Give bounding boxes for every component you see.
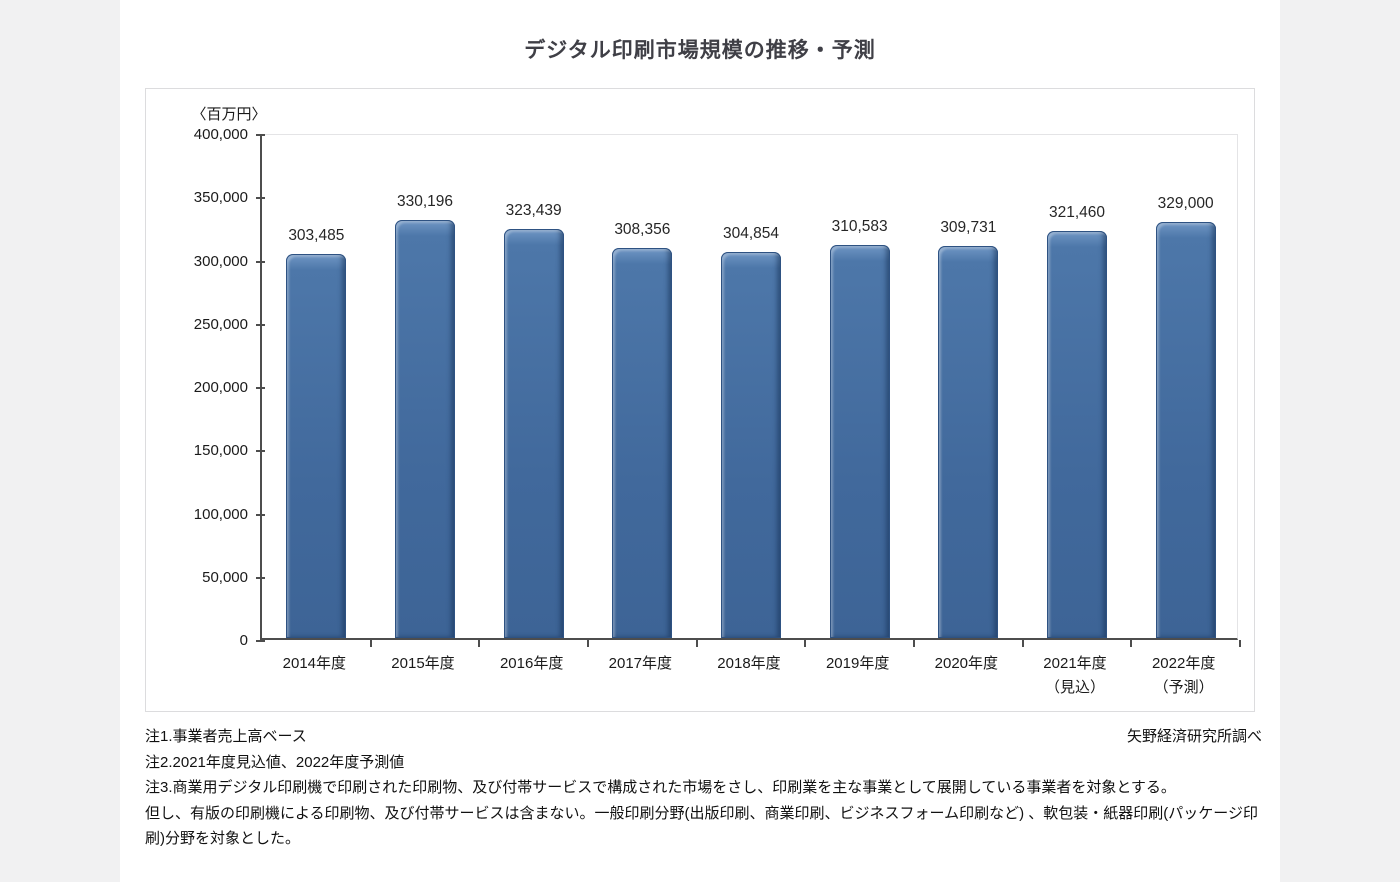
x-axis-label: 2022年度 （予測） [1151,655,1216,696]
y-tick-mark [256,450,265,453]
bar-2014年度 [286,254,347,638]
y-tick-mark [256,576,265,579]
y-tick-label: 300,000 [193,252,248,270]
value-label: 323,439 [505,202,562,219]
x-tick-mark [478,640,481,647]
content-panel: デジタル印刷市場規模の推移・予測 〈百万円〉 400,000 350,000 300… [120,0,1280,882]
x-axis-label: 2015年度 [391,655,455,672]
y-tick-label: 350,000 [193,189,248,207]
y-tick-mark [256,197,265,200]
value-label: 310,583 [831,218,888,235]
value-label: 329,000 [1157,195,1214,212]
value-label: 321,460 [1048,204,1106,221]
x-axis-label: 2021年度 （見込） [1043,655,1107,696]
note-3: 注3.商業用デジタル印刷機で印刷された印刷物、及び付帯サービスで構成された市場を… [145,779,1176,796]
bar-2018年度 [721,252,781,638]
x-axis-label: 2018年度 [717,655,781,672]
y-tick-mark [256,387,265,389]
x-tick-mark [587,640,589,647]
y-tick-mark [256,134,265,136]
y-tick-label: 0 [239,632,248,649]
y-tick-label: 250,000 [193,315,248,333]
bar-2019年度 [829,245,890,638]
value-label: 330,196 [396,193,454,210]
bar-2017年度 [612,248,673,638]
x-axis-label: 2014年度 [282,655,347,672]
chart-title: デジタル印刷市場規模の推移・予測 [524,39,876,62]
x-axis-label: 2019年度 [825,655,890,672]
x-tick-mark [804,640,807,647]
y-axis-unit-label: 〈百万円〉 [191,106,267,123]
x-tick-mark [369,640,372,647]
x-tick-mark [1021,640,1024,647]
value-label: 309,731 [940,219,997,236]
y-tick-label: 100,000 [193,505,248,523]
y-tick-mark [256,513,265,516]
note-2: 注2.2021年度見込値、2022年度予測値 [145,753,405,771]
footnotes: 注1.事業者売上高ベース 矢野経済研究所調べ 注2.2021年度見込値、2022… [145,724,1262,852]
y-tick-mark [256,260,265,263]
note-4: 但し、有版の印刷機による印刷物、及び付帯サービスは含まない。一般印刷分野(出版印… [145,804,1258,848]
y-tick-mark [256,323,265,326]
bar-2015年度 [395,220,455,638]
x-tick-mark [695,640,698,647]
value-label: 308,356 [614,221,671,238]
bar-2020年度 [938,246,999,638]
bar-2021年度 [1047,231,1107,638]
y-tick-label: 50,000 [202,568,248,586]
y-tick-label: 200,000 [193,379,248,396]
x-axis-label: 2016年度 [499,655,564,672]
plot-area: 400,000 350,000 300,000 250,000 200,000 150,0… [194,126,1241,649]
y-tick-label: 400,000 [193,126,248,143]
x-axis-label: 2017年度 [608,655,673,672]
bar-2022年度 [1155,222,1216,638]
value-label: 304,854 [722,225,780,242]
value-label: 303,485 [288,227,345,244]
chart-area: 〈百万円〉 400,000 350,000 300,000 250,000 200,00… [145,88,1255,712]
source-credit: 矢野経済研究所調べ [1126,728,1262,745]
x-tick-mark [913,640,915,647]
x-tick-mark [1239,640,1241,647]
note-1: 注1.事業者売上高ベース [145,728,307,745]
y-tick-label: 150,000 [193,442,248,460]
x-tick-mark [1130,640,1133,647]
bar-2016年度 [503,229,564,638]
x-axis-label: 2020年度 [934,655,999,672]
y-tick-mark [256,640,265,642]
